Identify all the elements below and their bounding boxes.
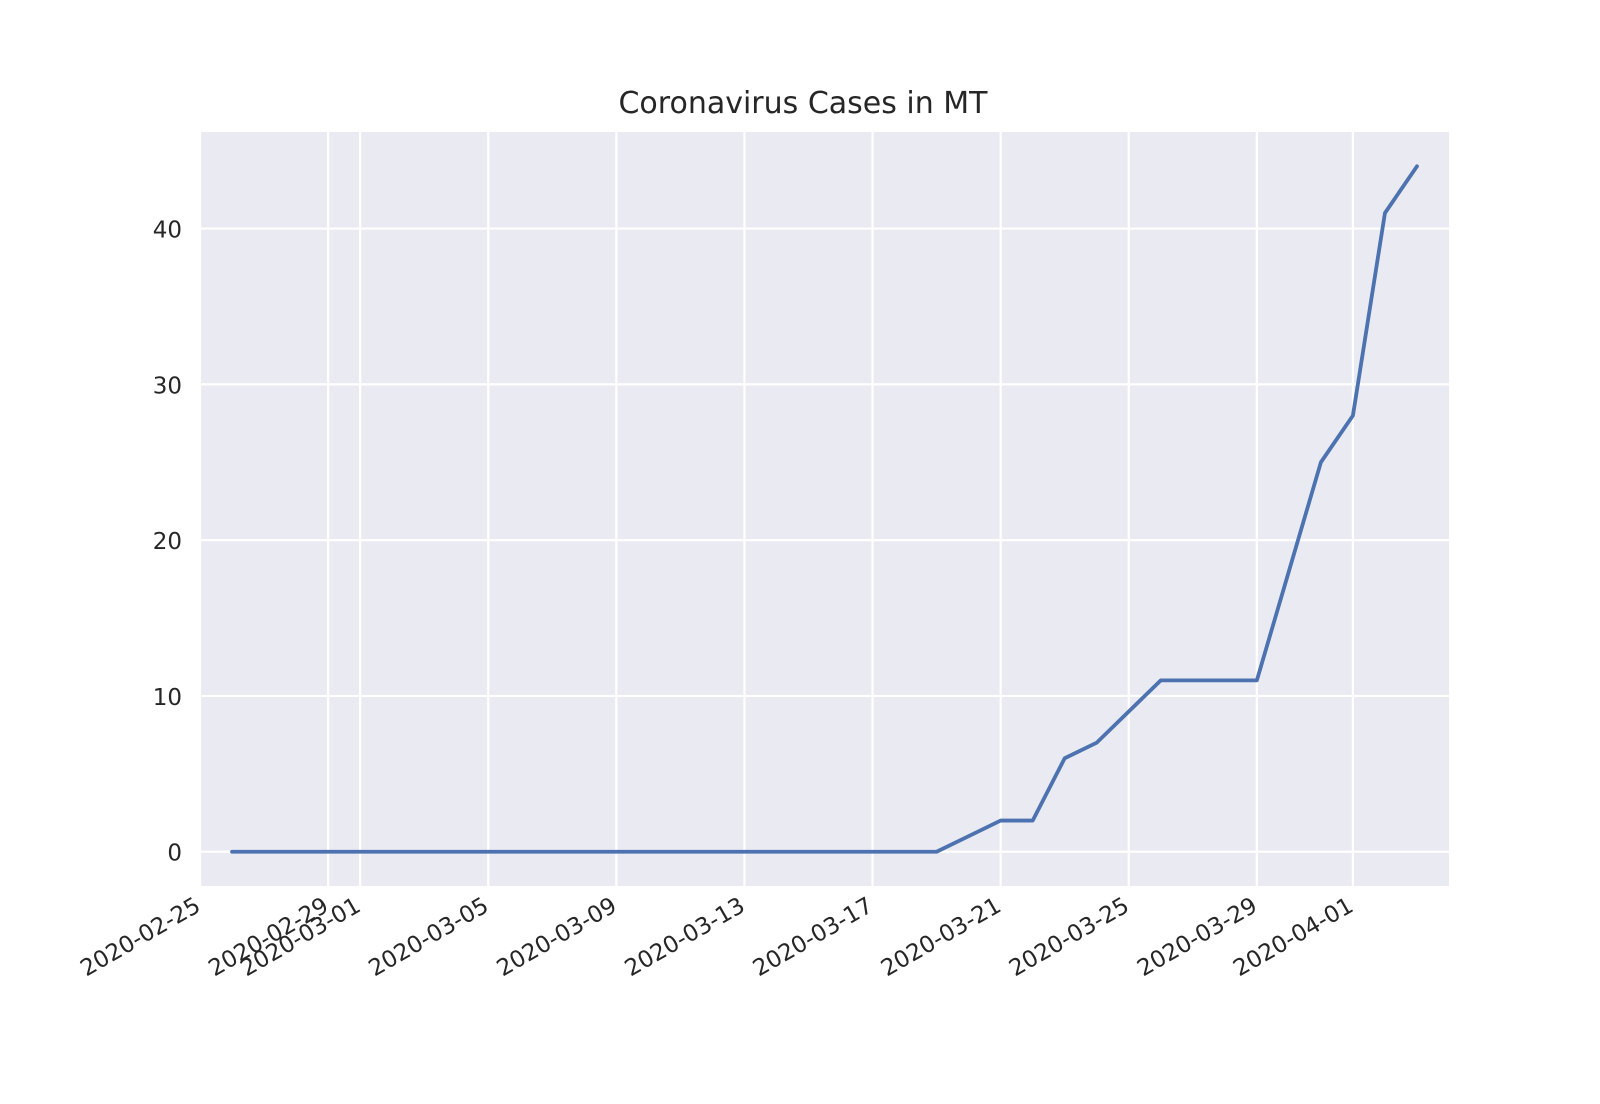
x-tick-label: 2020-03-13 — [621, 893, 750, 982]
y-tick-label: 0 — [167, 841, 182, 867]
series-layer — [230, 164, 1419, 854]
x-tick-label: 2020-03-25 — [1005, 893, 1134, 982]
y-tick-label: 20 — [153, 529, 182, 555]
y-tick-label: 10 — [153, 685, 182, 711]
y-tick-label: 40 — [153, 218, 182, 244]
x-tick-label: 2020-03-21 — [877, 893, 1006, 982]
x-tick-label: 2020-03-05 — [364, 893, 493, 982]
chart-title: Coronavirus Cases in MT — [618, 86, 988, 121]
x-tick-label: 2020-02-25 — [76, 893, 205, 982]
y-tick-label: 30 — [153, 373, 182, 399]
grid-lines — [198, 132, 1449, 886]
x-tick-label: 2020-03-09 — [493, 893, 622, 982]
plot-area — [200, 132, 1449, 886]
y-axis: 0 10 20 30 40 — [153, 218, 182, 867]
series-line — [230, 164, 1419, 854]
x-tick-label: 2020-03-17 — [749, 893, 878, 982]
